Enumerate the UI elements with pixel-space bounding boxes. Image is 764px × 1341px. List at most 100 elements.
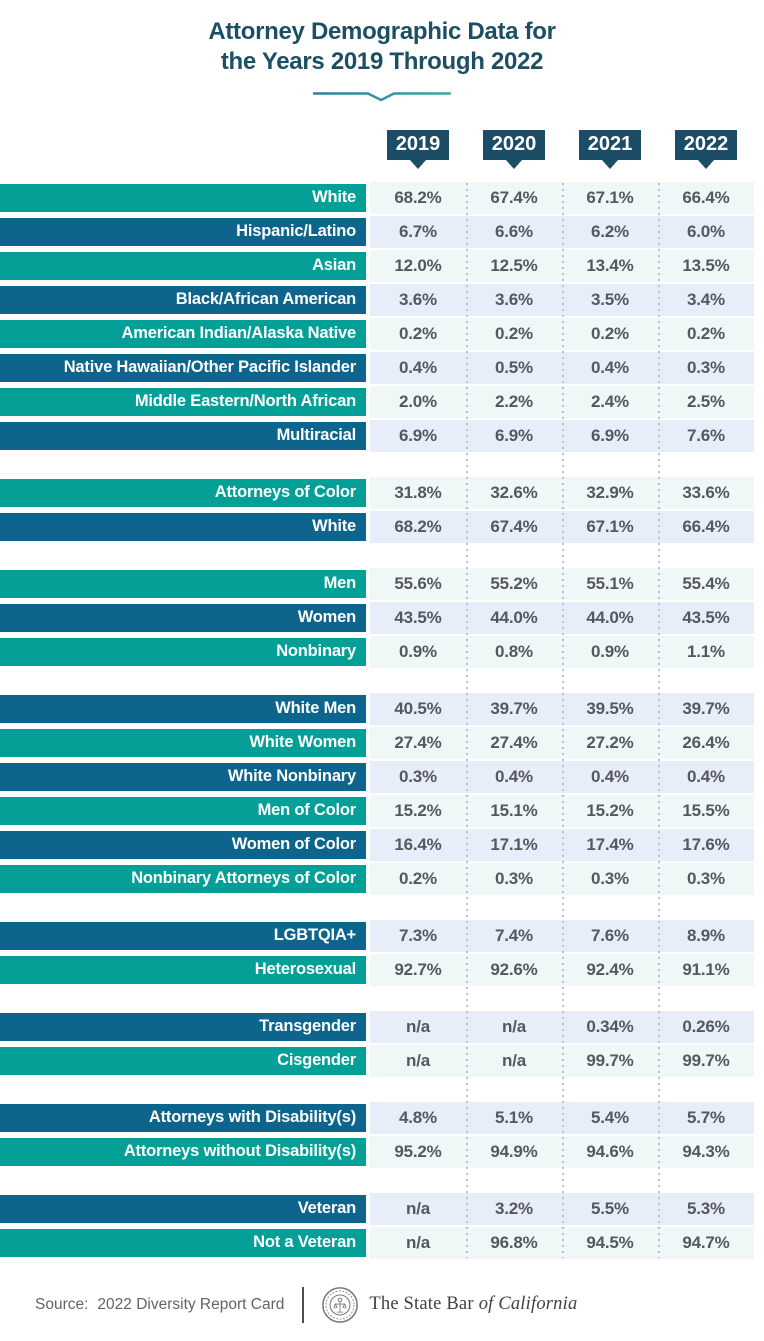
row-cells: 0.9% 0.8% 0.9% 1.1% <box>370 635 754 668</box>
year-tab: 2021 <box>578 129 642 160</box>
demographics-table: White 68.2% 67.4% 67.1% 66.4% Hispanic/Latino… <box>0 181 764 1260</box>
row-label: Veteran <box>0 1194 366 1223</box>
table-row: White Men 40.5% 39.7% 39.5% 39.7% <box>0 692 764 726</box>
row-cells: 12.0% 12.5% 13.4% 13.5% <box>370 249 754 282</box>
table-row: White Nonbinary 0.3% 0.4% 0.4% 0.4% <box>0 760 764 794</box>
footer: Source: 2022 Diversity Report Card The S… <box>35 1286 764 1324</box>
row-label: White Men <box>0 694 366 723</box>
value-cell: n/a <box>370 1192 466 1225</box>
value-cell: 55.2% <box>466 567 562 600</box>
row-cells: 31.8% 32.6% 32.9% 33.6% <box>370 476 754 509</box>
value-cell: 32.9% <box>562 476 658 509</box>
value-cell: 26.4% <box>658 726 754 759</box>
value-cell: 67.4% <box>466 181 562 214</box>
value-cell: 3.5% <box>562 283 658 316</box>
value-cell: 16.4% <box>370 828 466 861</box>
table-row: Not a Veteran n/a 96.8% 94.5% 94.7% <box>0 1226 764 1260</box>
value-cell: 99.7% <box>562 1044 658 1077</box>
table-row: Women of Color 16.4% 17.1% 17.4% 17.6% <box>0 828 764 862</box>
row-cells: 40.5% 39.7% 39.5% 39.7% <box>370 692 754 725</box>
value-cell: 67.1% <box>562 181 658 214</box>
value-cell: 15.2% <box>562 794 658 827</box>
value-cell: 40.5% <box>370 692 466 725</box>
table-section: Attorneys with Disability(s) 4.8% 5.1% 5.4%… <box>0 1101 764 1169</box>
value-cell: 7.6% <box>658 419 754 452</box>
value-cell: 94.6% <box>562 1135 658 1168</box>
value-cell: 95.2% <box>370 1135 466 1168</box>
row-cells: 0.3% 0.4% 0.4% 0.4% <box>370 760 754 793</box>
row-cells: 0.2% 0.3% 0.3% 0.3% <box>370 862 754 895</box>
row-cells: n/a n/a 0.34% 0.26% <box>370 1010 754 1043</box>
value-cell: 0.34% <box>562 1010 658 1043</box>
value-cell: 5.7% <box>658 1101 754 1134</box>
value-cell: 55.1% <box>562 567 658 600</box>
value-cell: 5.5% <box>562 1192 658 1225</box>
year-column-header: 2021 <box>562 129 658 169</box>
value-cell: 2.0% <box>370 385 466 418</box>
row-cells: 7.3% 7.4% 7.6% 8.9% <box>370 919 754 952</box>
row-cells: 68.2% 67.4% 67.1% 66.4% <box>370 510 754 543</box>
value-cell: 17.4% <box>562 828 658 861</box>
row-label: Nonbinary Attorneys of Color <box>0 864 366 893</box>
state-bar-seal-icon <box>321 1286 359 1324</box>
value-cell: 55.4% <box>658 567 754 600</box>
value-cell: 6.2% <box>562 215 658 248</box>
table-section: LGBTQIA+ 7.3% 7.4% 7.6% 8.9% Heterosexual 92.7… <box>0 919 764 987</box>
value-cell: 67.1% <box>562 510 658 543</box>
row-cells: 3.6% 3.6% 3.5% 3.4% <box>370 283 754 316</box>
row-label: Women <box>0 603 366 632</box>
row-label: LGBTQIA+ <box>0 921 366 950</box>
value-cell: 15.5% <box>658 794 754 827</box>
value-cell: 2.4% <box>562 385 658 418</box>
value-cell: 5.1% <box>466 1101 562 1134</box>
value-cell: 94.7% <box>658 1226 754 1259</box>
value-cell: 12.5% <box>466 249 562 282</box>
value-cell: 3.6% <box>370 283 466 316</box>
table-row: Cisgender n/a n/a 99.7% 99.7% <box>0 1044 764 1078</box>
value-cell: 6.9% <box>466 419 562 452</box>
value-cell: 0.2% <box>370 862 466 895</box>
wordmark-regular: The State Bar <box>369 1294 474 1314</box>
table-row: Nonbinary 0.9% 0.8% 0.9% 1.1% <box>0 635 764 669</box>
row-label: Nonbinary <box>0 637 366 666</box>
table-row: Nonbinary Attorneys of Color 0.2% 0.3% 0.3%… <box>0 862 764 896</box>
value-cell: 0.3% <box>466 862 562 895</box>
row-cells: 68.2% 67.4% 67.1% 66.4% <box>370 181 754 214</box>
value-cell: 7.6% <box>562 919 658 952</box>
value-cell: n/a <box>370 1010 466 1043</box>
table-row: White Women 27.4% 27.4% 27.2% 26.4% <box>0 726 764 760</box>
wordmark-italic: of California <box>478 1294 578 1314</box>
row-label: Heterosexual <box>0 955 366 984</box>
table-row: Hispanic/Latino 6.7% 6.6% 6.2% 6.0% <box>0 215 764 249</box>
table-row: Asian 12.0% 12.5% 13.4% 13.5% <box>0 249 764 283</box>
year-column-header: 2020 <box>466 129 562 169</box>
row-cells: 4.8% 5.1% 5.4% 5.7% <box>370 1101 754 1134</box>
value-cell: 27.4% <box>370 726 466 759</box>
value-cell: 94.5% <box>562 1226 658 1259</box>
value-cell: 39.7% <box>658 692 754 725</box>
row-cells: 6.7% 6.6% 6.2% 6.0% <box>370 215 754 248</box>
value-cell: 67.4% <box>466 510 562 543</box>
row-label: Cisgender <box>0 1046 366 1075</box>
value-cell: 1.1% <box>658 635 754 668</box>
table-section: White 68.2% 67.4% 67.1% 66.4% Hispanic/Latino… <box>0 181 764 453</box>
state-bar-wordmark: The State Bar of California <box>369 1294 577 1315</box>
row-cells: 16.4% 17.1% 17.4% 17.6% <box>370 828 754 861</box>
row-cells: n/a n/a 99.7% 99.7% <box>370 1044 754 1077</box>
year-tab: 2020 <box>482 129 546 160</box>
title-line-1: Attorney Demographic Data for <box>208 18 556 45</box>
table-row: Veteran n/a 3.2% 5.5% 5.3% <box>0 1192 764 1226</box>
value-cell: 0.3% <box>658 862 754 895</box>
row-label: Multiracial <box>0 421 366 450</box>
row-label: Native Hawaiian/Other Pacific Islander <box>0 353 366 382</box>
row-label: Attorneys with Disability(s) <box>0 1103 366 1132</box>
table-row: Attorneys without Disability(s) 95.2% 94.9… <box>0 1135 764 1169</box>
value-cell: 0.4% <box>562 351 658 384</box>
value-cell: 92.4% <box>562 953 658 986</box>
row-label: White Nonbinary <box>0 762 366 791</box>
value-cell: 27.4% <box>466 726 562 759</box>
infographic-title: Attorney Demographic Data for the Years … <box>0 17 764 77</box>
value-cell: 8.9% <box>658 919 754 952</box>
year-header-row: 2019 2020 2021 2022 <box>0 129 764 169</box>
